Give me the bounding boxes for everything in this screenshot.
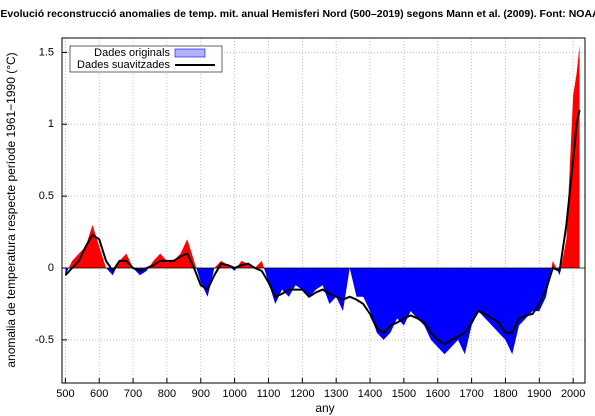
x-tick-label: 1100 — [257, 388, 281, 400]
x-axis-label: any — [315, 401, 334, 415]
x-tick-label: 1800 — [493, 388, 517, 400]
x-tick-label: 2000 — [561, 388, 585, 400]
area-negative — [65, 268, 580, 355]
x-tick-label: 1600 — [426, 388, 450, 400]
x-tick-label: 1900 — [527, 388, 551, 400]
x-tick-label: 600 — [90, 388, 108, 400]
x-tick-label: 1300 — [324, 388, 348, 400]
legend-label: Dades originals — [94, 47, 170, 59]
x-tick-label: 1000 — [222, 388, 246, 400]
y-axis-label: anomalia de temperatura respecte període… — [4, 52, 18, 367]
legend-label: Dades suavitzades — [77, 59, 170, 71]
y-tick-label: 1 — [48, 118, 54, 130]
x-tick-label: 900 — [192, 388, 210, 400]
y-tick-label: 1.5 — [39, 46, 54, 58]
y-tick-label: 0 — [48, 262, 54, 274]
x-tick-label: 1500 — [392, 388, 416, 400]
x-tick-label: 1400 — [358, 388, 382, 400]
chart-title: Evolució reconstrucció anomalies de temp… — [0, 8, 595, 20]
legend-box — [69, 45, 223, 73]
x-tick-label: 800 — [158, 388, 176, 400]
x-tick-label: 700 — [124, 388, 142, 400]
x-tick-label: 500 — [56, 388, 74, 400]
x-tick-label: 1700 — [459, 388, 483, 400]
x-tick-label: 1200 — [290, 388, 314, 400]
y-tick-label: -0.5 — [35, 334, 54, 346]
y-tick-label: 0.5 — [39, 190, 54, 202]
legend-swatch — [174, 48, 206, 58]
plot-frame — [61, 37, 586, 384]
smoothed-line — [64, 109, 581, 346]
